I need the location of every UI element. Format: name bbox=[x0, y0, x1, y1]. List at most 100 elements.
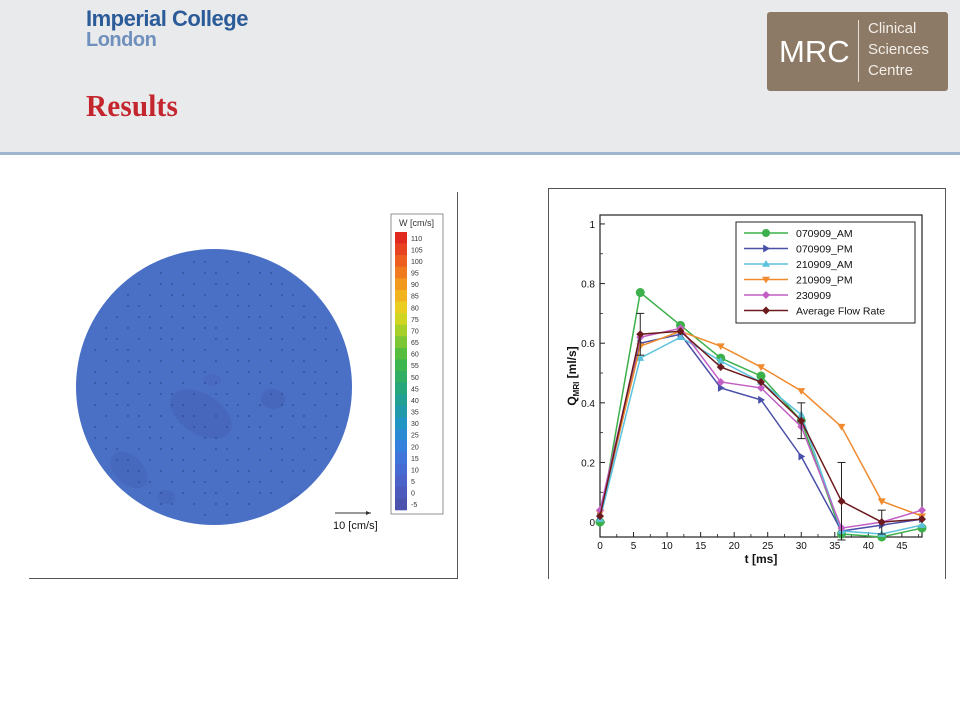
velocity-vector bbox=[171, 294, 173, 296]
low-velocity-region bbox=[261, 389, 285, 409]
velocity-vector bbox=[182, 404, 184, 406]
chart-axes: 0 5 10 15 20 25 30 35 40 45 0 0.2 0.4 0.6 0.8 1 bbox=[581, 220, 920, 552]
velocity-vector bbox=[259, 371, 261, 373]
colorbar-tick-label: 30 bbox=[411, 421, 419, 428]
velocity-vector bbox=[204, 294, 206, 296]
velocity-vector bbox=[149, 426, 151, 428]
x-tick-label: 20 bbox=[729, 541, 741, 552]
chart-series bbox=[595, 288, 927, 542]
velocity-vector bbox=[149, 481, 151, 483]
colorbar-cell bbox=[395, 266, 407, 279]
velocity-vector bbox=[160, 470, 162, 472]
colorbar-tick-label: 75 bbox=[411, 317, 419, 324]
velocity-vector bbox=[94, 371, 96, 373]
velocity-vector bbox=[325, 415, 327, 417]
velocity-vector bbox=[314, 426, 316, 428]
velocity-vector bbox=[226, 503, 228, 505]
velocity-vector bbox=[292, 349, 294, 351]
velocity-vector bbox=[303, 305, 305, 307]
colorbar-cell bbox=[395, 452, 407, 464]
data-point bbox=[918, 521, 926, 528]
velocity-vector bbox=[292, 360, 294, 362]
legend-label: 210909_PM bbox=[796, 275, 853, 287]
velocity-vector bbox=[215, 272, 217, 274]
velocity-vector bbox=[215, 360, 217, 362]
y-tick-label: 0 bbox=[589, 518, 595, 529]
velocity-vector bbox=[281, 338, 283, 340]
velocity-vector bbox=[292, 294, 294, 296]
velocity-vector bbox=[336, 393, 338, 395]
velocity-vector bbox=[127, 404, 129, 406]
data-point bbox=[635, 288, 645, 298]
velocity-vector bbox=[314, 327, 316, 329]
data-point bbox=[757, 364, 765, 372]
velocity-vector bbox=[193, 316, 195, 318]
velocity-vector bbox=[259, 426, 261, 428]
colorbar-tick-label: 85 bbox=[411, 294, 419, 301]
x-tick-label: 35 bbox=[829, 541, 841, 552]
velocity-vector bbox=[127, 459, 129, 461]
scale-vector: 10 [cm/s] bbox=[333, 511, 378, 532]
velocity-vector bbox=[237, 415, 239, 417]
velocity-vector bbox=[138, 426, 140, 428]
velocity-vector bbox=[259, 404, 261, 406]
colorbar-tick-label: 40 bbox=[411, 398, 419, 405]
velocity-vector bbox=[226, 349, 228, 351]
velocity-vector bbox=[138, 448, 140, 450]
velocity-vector bbox=[281, 459, 283, 461]
velocity-vector bbox=[149, 492, 151, 494]
colorbar-cell bbox=[395, 232, 407, 244]
velocity-vector bbox=[193, 481, 195, 483]
velocity-vector bbox=[94, 382, 96, 384]
velocity-vector bbox=[182, 272, 184, 274]
velocity-figure: W [cm/s] 110 105 100 95 90 85 80 75 70 65 60 55 50 45 4… bbox=[29, 192, 458, 579]
velocity-vector bbox=[237, 437, 239, 439]
velocity-vector bbox=[215, 503, 217, 505]
slide-header: Imperial College London Results MRC Clin… bbox=[0, 0, 960, 152]
velocity-vector bbox=[149, 404, 151, 406]
velocity-vector bbox=[193, 448, 195, 450]
x-tick-label: 25 bbox=[762, 541, 774, 552]
velocity-vector bbox=[270, 393, 272, 395]
velocity-vector bbox=[204, 272, 206, 274]
velocity-vector bbox=[182, 327, 184, 329]
data-point bbox=[798, 452, 806, 461]
velocity-vector bbox=[226, 261, 228, 263]
velocity-vector bbox=[248, 316, 250, 318]
velocity-vector bbox=[94, 349, 96, 351]
velocity-vector bbox=[303, 360, 305, 362]
colorbar-cell bbox=[395, 475, 407, 488]
velocity-vector bbox=[127, 360, 129, 362]
data-point bbox=[762, 260, 770, 267]
colorbar-tick-label: -5 bbox=[411, 502, 417, 509]
velocity-vector bbox=[281, 481, 283, 483]
velocity-colorbar: W [cm/s]11010510095908580757065605550454… bbox=[390, 213, 444, 515]
velocity-vector bbox=[259, 481, 261, 483]
data-point bbox=[757, 377, 765, 386]
colorbar-tick-label: 0 bbox=[411, 491, 415, 498]
velocity-vector bbox=[182, 382, 184, 384]
velocity-vector bbox=[149, 371, 151, 373]
legend-entry: 070909_PM bbox=[744, 244, 853, 256]
velocity-vector bbox=[171, 371, 173, 373]
data-point bbox=[797, 388, 806, 395]
velocity-vector bbox=[105, 338, 107, 340]
velocity-vector bbox=[281, 349, 283, 351]
x-tick-label: 40 bbox=[863, 541, 875, 552]
velocity-vector bbox=[303, 426, 305, 428]
velocity-vector bbox=[292, 470, 294, 472]
velocity-vector bbox=[248, 360, 250, 362]
velocity-vector bbox=[292, 404, 294, 406]
velocity-vector bbox=[226, 393, 228, 395]
velocity-vector bbox=[303, 371, 305, 373]
velocity-vector bbox=[248, 470, 250, 472]
colorbar-cell bbox=[395, 336, 407, 349]
velocity-vector bbox=[138, 338, 140, 340]
data-point bbox=[918, 515, 926, 524]
velocity-vector bbox=[171, 426, 173, 428]
velocity-vector bbox=[138, 360, 140, 362]
data-point bbox=[716, 363, 725, 372]
velocity-vector bbox=[182, 437, 184, 439]
velocity-vector bbox=[237, 360, 239, 362]
velocity-vector bbox=[270, 382, 272, 384]
